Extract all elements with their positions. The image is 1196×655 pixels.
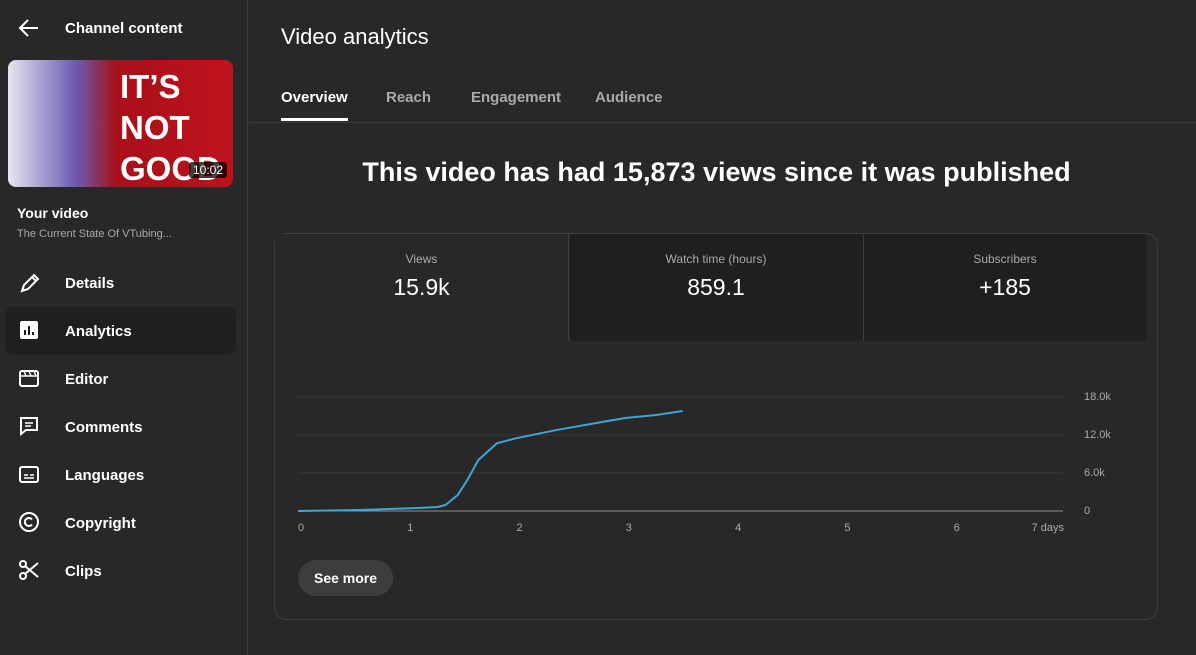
nav-item[interactable]: Copyright: [5, 499, 236, 547]
nav-item[interactable]: Comments: [5, 403, 236, 451]
metric-value: 15.9k: [393, 274, 450, 300]
nav-item[interactable]: Analytics: [5, 307, 236, 355]
x-tick-label: 2: [517, 522, 523, 534]
metric-value: +185: [979, 274, 1031, 300]
nav-item[interactable]: Details: [5, 259, 236, 307]
metric-card[interactable]: Watch time (hours) 859.1: [569, 234, 864, 341]
nav-icon: [19, 370, 39, 387]
page-title: Video analytics: [281, 24, 429, 49]
video-thumbnail[interactable]: IT’S NOT GOOD 10:02: [8, 60, 233, 187]
nav-label: Details: [65, 274, 115, 292]
nav-item[interactable]: Clips: [5, 547, 236, 595]
series-line: [297, 409, 683, 512]
tab-underline: [281, 118, 348, 121]
nav-icon: [20, 417, 38, 437]
thumbnail-text: IT’S: [120, 68, 181, 105]
x-tick-label: 6: [954, 522, 960, 534]
nav-item[interactable]: Languages: [5, 451, 236, 499]
x-tick-label: 7 days: [1032, 522, 1065, 534]
x-tick-label: 1: [407, 522, 413, 534]
nav-label: Languages: [65, 466, 145, 484]
metric-label: Views: [405, 252, 438, 266]
chart: 18.0k 12.0k 6.0k 0 0 1 2 3 4 5 6 7 days: [297, 391, 1111, 534]
duration: 10:02: [188, 162, 227, 178]
see-more-button[interactable]: See more: [298, 560, 394, 596]
nav-label: Analytics: [65, 322, 132, 340]
metric-card[interactable]: Views 15.9k: [275, 234, 569, 341]
card: [274, 233, 1158, 620]
y-tick-label: 6.0k: [1084, 467, 1105, 479]
nav-icon: [19, 560, 39, 580]
metric-card[interactable]: Subscribers +185: [864, 234, 1146, 341]
nav-label: Comments: [65, 418, 143, 436]
x-tick-label: 3: [626, 522, 632, 534]
x-tick-label: 4: [735, 522, 741, 534]
nav-icon: [19, 466, 39, 483]
metric-value: 859.1: [687, 274, 745, 300]
video-label: Your video: [17, 205, 89, 221]
tab-divider: [249, 122, 1196, 123]
metric-label: Watch time (hours): [665, 252, 767, 266]
sidebar: Channel content IT’S NOT GOOD 10:02 Your…: [0, 0, 248, 655]
back-arrow[interactable]: [18, 17, 40, 39]
x-tick-label: 0: [298, 522, 304, 534]
nav-label: Copyright: [65, 514, 136, 532]
nav-icon: [20, 321, 38, 339]
metric-label: Subscribers: [973, 252, 1037, 266]
back-title: Channel content: [65, 20, 183, 37]
tab[interactable]: Overview: [281, 89, 348, 121]
x-tick-label: 5: [844, 522, 850, 534]
tab[interactable]: Engagement: [471, 89, 562, 106]
nav-label: Clips: [65, 562, 102, 580]
nav-label: Editor: [65, 370, 109, 388]
tab[interactable]: Reach: [386, 89, 432, 106]
video-title: The Current State Of VTubing...: [17, 228, 172, 240]
y-tick-label: 0: [1084, 505, 1090, 517]
headline: This video has had 15,873 views since it…: [362, 157, 1071, 187]
nav-icon: [19, 512, 39, 532]
thumbnail-text: NOT: [120, 109, 190, 146]
y-tick-label: 18.0k: [1084, 391, 1111, 403]
nav-item[interactable]: Editor: [5, 355, 236, 403]
y-tick-label: 12.0k: [1084, 429, 1111, 441]
nav-icon: [20, 273, 40, 293]
tab[interactable]: Audience: [595, 89, 663, 106]
